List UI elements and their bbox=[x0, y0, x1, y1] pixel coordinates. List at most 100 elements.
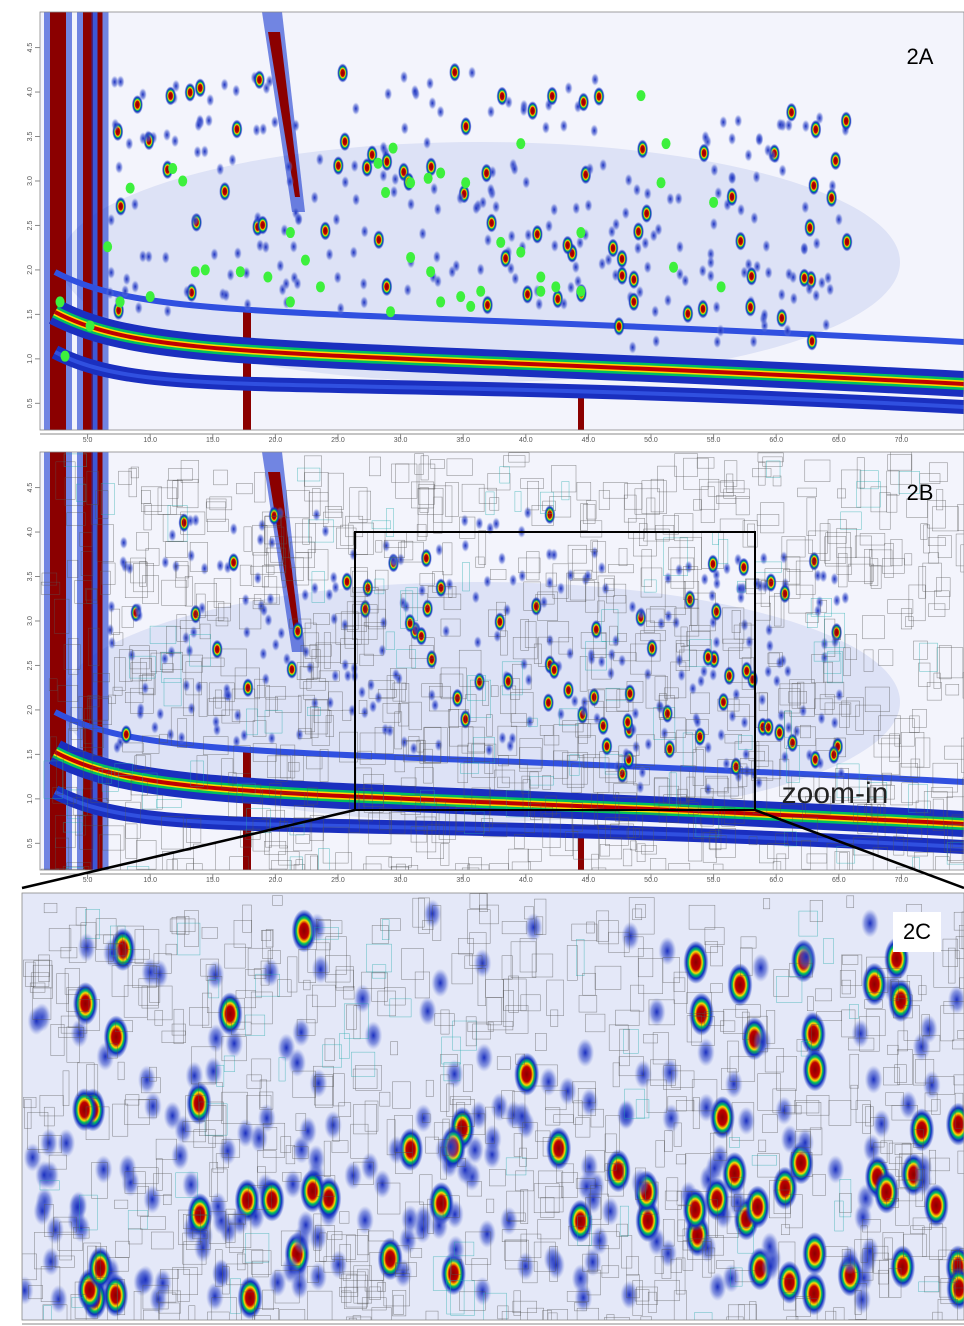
peak bbox=[143, 1185, 161, 1214]
peak bbox=[666, 193, 674, 206]
x-tick-label: 40.0 bbox=[519, 877, 533, 884]
x-tick-label: 15.0 bbox=[206, 877, 220, 884]
peak bbox=[271, 116, 279, 129]
peak bbox=[151, 721, 159, 734]
peak bbox=[920, 1015, 938, 1044]
peak bbox=[835, 213, 843, 226]
peak bbox=[437, 105, 445, 118]
peak bbox=[400, 71, 408, 84]
peak bbox=[410, 742, 418, 755]
peak-marker bbox=[657, 177, 666, 188]
peak-marker bbox=[456, 291, 465, 302]
peak bbox=[171, 135, 179, 148]
peak bbox=[805, 749, 813, 762]
panels: 5.010.015.020.025.030.035.040.045.050.05… bbox=[16, 12, 964, 1326]
peak bbox=[297, 1211, 315, 1240]
peak bbox=[707, 270, 715, 283]
y-tick-label: 4.0 bbox=[27, 87, 34, 97]
peak-marker bbox=[717, 281, 726, 292]
peak bbox=[479, 196, 487, 209]
peak bbox=[350, 246, 358, 259]
peak bbox=[755, 133, 763, 146]
peak bbox=[131, 198, 139, 211]
peak-marker bbox=[436, 296, 445, 307]
peak bbox=[762, 240, 770, 253]
x-tick-label: 60.0 bbox=[769, 877, 783, 884]
peak bbox=[402, 600, 410, 613]
figure: 5.010.015.020.025.030.035.040.045.050.05… bbox=[0, 0, 964, 1326]
peak bbox=[658, 937, 676, 966]
peak bbox=[699, 264, 707, 277]
peak bbox=[713, 636, 721, 649]
x-tick-label: 70.0 bbox=[895, 877, 909, 884]
peak bbox=[750, 212, 758, 225]
peak bbox=[291, 1271, 309, 1300]
peak bbox=[171, 1141, 189, 1170]
peak bbox=[156, 707, 164, 720]
peak bbox=[566, 647, 574, 660]
peak bbox=[137, 1265, 155, 1294]
peak bbox=[428, 97, 436, 110]
peak bbox=[312, 955, 330, 984]
peak bbox=[382, 539, 390, 552]
peak bbox=[487, 183, 495, 196]
peak bbox=[593, 712, 601, 725]
peak bbox=[790, 292, 798, 305]
peak bbox=[694, 716, 702, 729]
peak bbox=[461, 514, 469, 527]
peak bbox=[330, 1250, 348, 1279]
peak bbox=[522, 176, 530, 189]
x-tick-label: 30.0 bbox=[394, 877, 408, 884]
y-tick-label: 4.0 bbox=[27, 527, 34, 537]
streak bbox=[50, 452, 66, 870]
peak bbox=[726, 187, 737, 206]
peak bbox=[591, 73, 599, 86]
peak bbox=[646, 639, 657, 658]
streak bbox=[243, 752, 251, 870]
peak bbox=[277, 627, 285, 640]
peak bbox=[204, 1057, 222, 1086]
peak bbox=[599, 159, 607, 172]
peak bbox=[475, 1043, 493, 1072]
peak bbox=[598, 655, 606, 668]
peak bbox=[135, 302, 143, 315]
peak bbox=[272, 638, 280, 651]
peak bbox=[126, 562, 134, 575]
peak bbox=[551, 239, 559, 252]
peak bbox=[95, 1155, 113, 1184]
y-tick-label: 2.0 bbox=[27, 265, 34, 275]
peak bbox=[411, 85, 419, 98]
y-tick-label: 1.5 bbox=[27, 309, 34, 319]
x-tick-label: 35.0 bbox=[456, 877, 470, 884]
peak bbox=[697, 1038, 715, 1067]
peak bbox=[773, 674, 781, 687]
peak bbox=[584, 1248, 602, 1277]
peak bbox=[449, 63, 460, 82]
peak bbox=[741, 716, 749, 729]
peak bbox=[162, 251, 170, 264]
peak bbox=[636, 781, 644, 794]
peak bbox=[740, 266, 748, 279]
peak bbox=[629, 341, 637, 354]
peak bbox=[473, 949, 491, 978]
y-tick-label: 1.0 bbox=[27, 354, 34, 364]
peak bbox=[369, 700, 377, 713]
peak bbox=[295, 213, 303, 226]
peak bbox=[144, 1092, 162, 1121]
peak-marker bbox=[386, 306, 395, 317]
peak-marker bbox=[516, 138, 525, 149]
x-tick-label: 15.0 bbox=[206, 437, 220, 444]
peak bbox=[107, 214, 115, 227]
peak bbox=[750, 335, 758, 348]
peak bbox=[332, 213, 340, 226]
peak bbox=[833, 594, 841, 607]
peak bbox=[560, 120, 568, 133]
peak bbox=[544, 505, 555, 524]
y-tick-label: 4.5 bbox=[27, 43, 34, 53]
peak bbox=[557, 708, 565, 721]
peak bbox=[567, 281, 575, 294]
peak bbox=[222, 289, 230, 302]
peak bbox=[188, 702, 196, 715]
peak bbox=[262, 958, 280, 987]
peak bbox=[498, 732, 506, 745]
